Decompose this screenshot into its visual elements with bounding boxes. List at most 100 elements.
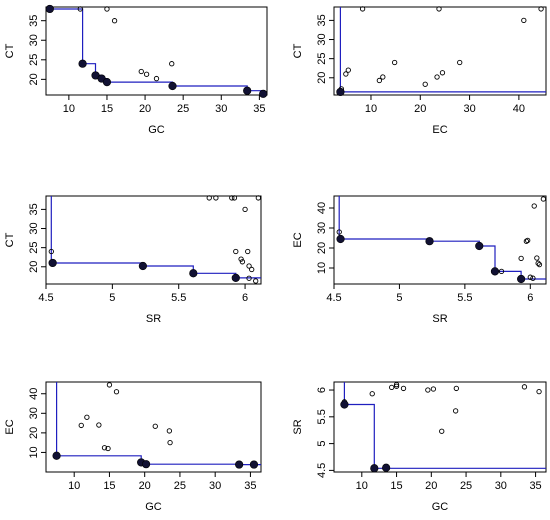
data-point [436,6,442,12]
data-point [84,414,90,420]
frontier-step-line [338,196,546,280]
plot-frame [45,6,268,96]
y-tick-label: 30 [28,407,40,419]
x-tick-label: 20 [425,480,437,492]
data-point [453,385,459,392]
panel-4: 4.5 5 5.5 6 10 20 30 40 SR EC [292,195,547,325]
y-tick-label: 30 [28,34,40,46]
data-point [380,74,386,80]
frontier-point [48,258,57,268]
frontier-point [102,77,112,87]
y-tick-label: 40 [28,388,40,400]
frontier-point [78,59,87,68]
frontier-step-line [339,7,546,93]
data-point [206,195,212,201]
data-point [77,6,83,12]
y-tick-label: 35 [28,15,40,27]
data-point [249,266,255,273]
y-tick-label: 40 [316,202,328,214]
data-point [457,59,463,66]
data-point [521,384,528,390]
data-point [48,248,54,255]
frontier-point [45,4,54,14]
data-point [452,408,459,414]
x-tick-label: 20 [139,103,151,115]
x-tick-label: 30 [215,103,227,115]
data-point [246,275,252,281]
frontier-point [231,273,240,282]
data-point [253,278,259,284]
data-point [111,18,118,24]
y-tick-label: 20 [28,73,40,85]
y-tick-label: 20 [316,72,328,84]
data-point [434,74,440,80]
data-point [400,385,407,392]
x-tick-label: 35 [529,480,541,492]
frontier-point [141,460,151,469]
data-point [255,195,261,201]
frontier-point [249,460,259,469]
x-tick-label: 20 [139,480,151,492]
frontier-point [138,261,147,271]
x-tick-label: 5 [396,292,402,304]
x-tick-label: 10 [68,480,80,492]
x-tick-label: 10 [63,103,75,115]
data-point [343,71,349,77]
data-point [540,196,547,202]
panel-5: 10 15 20 25 30 35 10 20 30 40 GC EC [4,381,262,513]
frontier-point [425,237,434,246]
y-tick-label: 35 [28,203,40,215]
data-point [169,61,175,67]
data-point [336,229,342,235]
y-tick-label: 5.5 [316,409,328,424]
x-tick-label: 5.5 [171,292,186,304]
data-point [104,6,110,12]
x-tick-label: 5 [109,292,115,304]
frontier-point [259,89,268,98]
data-point [245,248,251,255]
data-point [439,70,446,76]
frontier-point [490,267,500,276]
y-tick-label: 6 [316,387,328,393]
frontier-point [235,460,244,469]
data-point [359,6,366,12]
data-point [531,203,537,209]
data-point [422,81,428,87]
x-tick-label: 25 [177,103,189,115]
data-point [166,428,173,434]
frontier-point [382,463,391,472]
data-point [425,387,431,393]
y-tick-label: 30 [28,222,40,234]
x-tick-label: 10 [356,480,368,492]
frontier-point [370,464,379,473]
y-tick-label: 25 [28,54,40,66]
frontier-point [336,87,345,97]
x-axis-label: SR [146,313,161,325]
frontier-point [168,81,177,91]
frontier-step-line [343,382,546,469]
y-axis-label: CT [292,43,304,58]
y-axis-label: CT [4,43,16,58]
data-point [518,255,524,262]
x-tick-label: 30 [495,480,507,492]
frontier-step-line [49,8,267,95]
x-tick-label: 6 [527,292,533,304]
data-point [391,59,398,66]
data-point [530,275,536,281]
x-axis-label: EC [432,124,447,136]
x-tick-label: 35 [253,103,265,115]
panel-6: 10 15 20 25 30 35 4.5 5 5.5 6 GC SR [292,381,547,513]
data-point [389,384,395,391]
plot-frame [45,381,262,473]
plot-frame [333,195,547,285]
y-tick-label: 10 [28,446,40,458]
frontier-step-line [50,196,261,279]
x-axis-label: GC [432,501,449,513]
y-tick-label: 10 [316,262,328,274]
data-point [233,248,239,255]
x-tick-label: 30 [463,103,475,115]
x-axis-label: GC [145,501,162,513]
data-point [242,206,248,213]
x-tick-label: 15 [103,480,115,492]
